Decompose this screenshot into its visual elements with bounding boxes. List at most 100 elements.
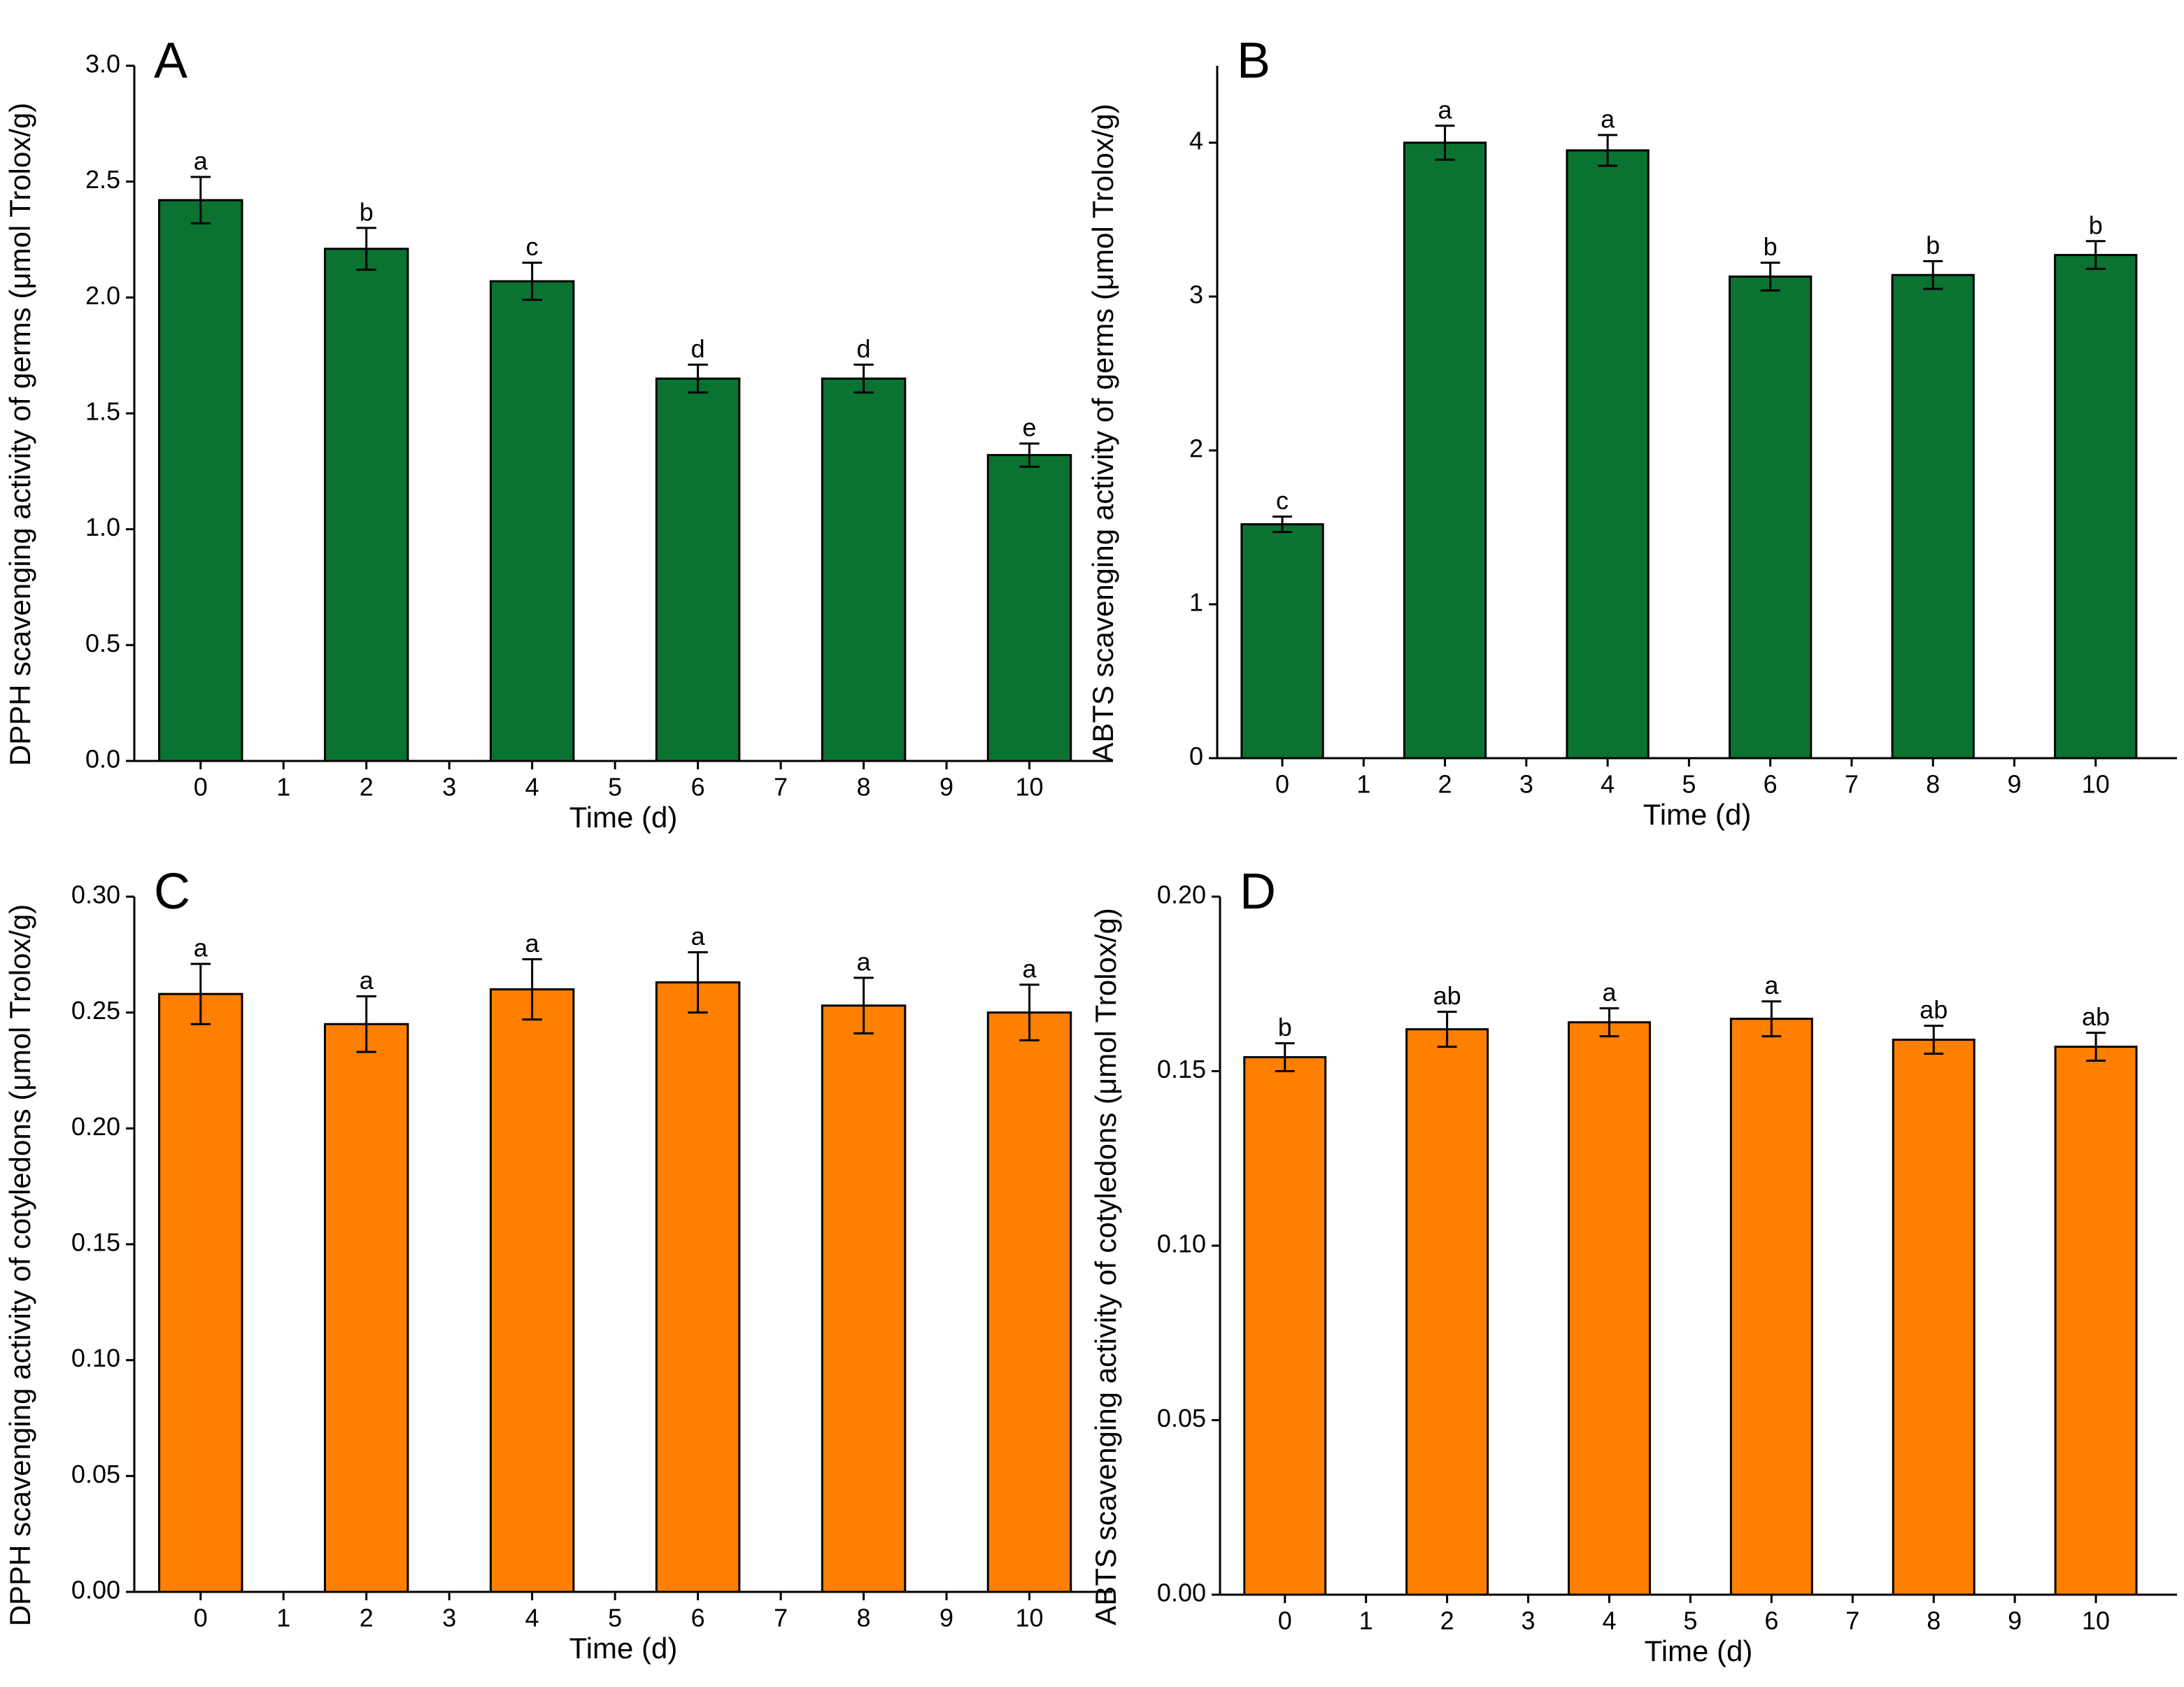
- significance-letter: b: [1764, 232, 1778, 261]
- error-bar: [1019, 442, 1040, 468]
- significance-letter: c: [1276, 486, 1289, 515]
- x-axis-title: Time (d): [1643, 798, 1752, 831]
- x-tick-label: 6: [1764, 770, 1778, 799]
- error-bar: [190, 176, 211, 225]
- error-bar: [1760, 262, 1780, 292]
- x-tick-label: 10: [2082, 1607, 2110, 1635]
- bar: [1566, 149, 1650, 760]
- y-tick-label: 0.30: [71, 881, 120, 909]
- x-tick-label: 5: [1682, 770, 1696, 799]
- x-tick-label: 4: [1602, 1607, 1616, 1635]
- significance-letter: ab: [2082, 1002, 2110, 1031]
- x-tick-label: 9: [2008, 1607, 2022, 1635]
- bar: [655, 981, 741, 1593]
- x-tick-label: 3: [1519, 770, 1533, 799]
- bar: [821, 377, 907, 762]
- significance-letter: a: [1438, 95, 1453, 124]
- bar: [1891, 273, 1975, 760]
- y-axis-title: DPPH scavenging activity of cotyledons (…: [3, 904, 36, 1627]
- bar: [655, 377, 741, 762]
- bar: [1405, 1028, 1489, 1596]
- y-axis-title: ABTS scavenging activity of cotyledons (…: [1089, 908, 1122, 1625]
- bar: [2054, 254, 2138, 760]
- y-tick-label: 3.0: [85, 50, 120, 78]
- x-tick-label: 6: [1764, 1607, 1778, 1635]
- significance-letter: a: [1023, 954, 1037, 983]
- error-bar: [853, 363, 874, 394]
- error-bar: [522, 262, 542, 301]
- y-tick-label: 0.15: [71, 1228, 120, 1257]
- x-tick-label: 3: [442, 1604, 456, 1632]
- x-tick-label: 8: [1926, 770, 1940, 799]
- error-bar: [1437, 1011, 1457, 1048]
- x-tick-label: 6: [691, 1604, 705, 1632]
- x-tick-label: 8: [857, 1604, 871, 1632]
- error-bar: [1019, 983, 1040, 1041]
- panel: b ab a a ab ab 0.00 0.05 0.10 0.15 0.20 0 1 2 3 4 5 6 7 8 9 1…: [1089, 864, 2177, 1667]
- y-axis-title: ABTS scavenging activity of germs (μmol …: [1086, 104, 1119, 762]
- x-tick-label: 2: [1438, 770, 1452, 799]
- y-tick-label: 1: [1189, 588, 1203, 617]
- x-tick-label: 1: [1359, 1607, 1373, 1635]
- x-tick-label: 1: [1356, 770, 1370, 799]
- significance-letter: d: [691, 334, 705, 363]
- bar: [1403, 141, 1487, 760]
- panel: a a a a a a 0.00 0.05 0.10 0.15 0.20 0.25 0.30 0 1 2 3 4 5…: [3, 864, 1112, 1665]
- x-tick-label: 10: [1016, 1604, 1044, 1632]
- bar: [323, 1023, 409, 1593]
- panel-label: C: [154, 864, 190, 920]
- error-bar: [1924, 1025, 1944, 1055]
- significance-letter: ab: [1920, 995, 1948, 1024]
- y-tick-label: 0.10: [1157, 1230, 1206, 1258]
- significance-letter: a: [1764, 971, 1779, 999]
- x-tick-label: 7: [1845, 1607, 1859, 1635]
- y-tick-label: 0: [1189, 742, 1203, 771]
- x-tick-label: 0: [1278, 1607, 1292, 1635]
- x-tick-label: 1: [276, 1604, 290, 1632]
- significance-letter: a: [857, 947, 872, 976]
- x-tick-label: 9: [939, 1604, 953, 1632]
- x-tick-label: 10: [2082, 770, 2110, 799]
- x-tick-label: 8: [857, 773, 871, 802]
- y-tick-label: 0.0: [85, 745, 120, 774]
- x-axis-title: Time (d): [569, 1632, 678, 1665]
- x-tick-label: 1: [276, 773, 290, 802]
- significance-letter: e: [1023, 413, 1037, 442]
- y-tick-label: 0.00: [71, 1576, 120, 1604]
- y-tick-label: 2.0: [85, 281, 120, 310]
- bar: [1892, 1039, 1976, 1596]
- x-tick-label: 4: [1601, 770, 1615, 799]
- x-axis-title: Time (d): [569, 801, 678, 834]
- error-bar: [1272, 515, 1292, 534]
- x-tick-label: 7: [774, 1604, 788, 1632]
- panel-label: D: [1240, 864, 1276, 920]
- significance-letter: b: [1278, 1013, 1292, 1041]
- panel-label: B: [1237, 33, 1270, 89]
- y-tick-label: 0.20: [71, 1112, 120, 1141]
- significance-letter: a: [525, 929, 540, 958]
- panel: a b c d d e 0.0 0.5 1.0 1.5 2.0 2.5 3.0 0 1 2 3 4 5 6 7 8 9 10 T…: [3, 33, 1112, 834]
- bar: [158, 992, 243, 1593]
- error-bar: [190, 962, 211, 1025]
- y-tick-label: 2: [1189, 434, 1203, 463]
- error-bar: [688, 363, 708, 394]
- significance-letter: a: [1602, 978, 1617, 1006]
- significance-letter: a: [194, 934, 208, 962]
- bar: [489, 280, 575, 762]
- x-tick-label: 0: [194, 773, 208, 802]
- y-tick-label: 0.00: [1157, 1579, 1206, 1607]
- x-tick-label: 0: [1275, 770, 1289, 799]
- x-axis-title: Time (d): [1645, 1635, 1753, 1667]
- bar: [1240, 523, 1324, 760]
- x-tick-label: 2: [360, 1604, 374, 1632]
- x-tick-label: 2: [1440, 1607, 1454, 1635]
- bar: [323, 248, 409, 762]
- x-tick-label: 5: [608, 1604, 622, 1632]
- x-tick-label: 3: [1522, 1607, 1536, 1635]
- bar: [158, 199, 243, 762]
- bar: [986, 454, 1072, 762]
- significance-letter: b: [2089, 211, 2103, 239]
- x-tick-label: 8: [1927, 1607, 1941, 1635]
- error-bar: [2085, 240, 2106, 270]
